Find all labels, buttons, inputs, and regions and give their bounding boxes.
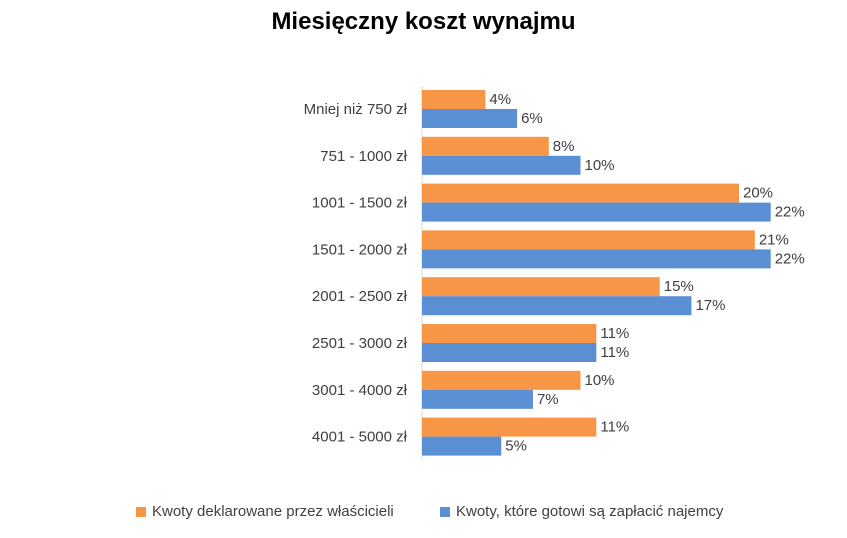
bar-owners <box>422 277 660 297</box>
data-label: 5% <box>505 438 527 455</box>
chart-legend: Kwoty deklarowane przez właścicieli Kwot… <box>0 503 847 527</box>
bar-tenants <box>422 343 597 362</box>
bar-owners <box>422 417 597 437</box>
bar-tenants <box>422 109 518 128</box>
category-label: 1501 - 2000 zł <box>312 241 408 258</box>
data-label: 11% <box>600 344 629 361</box>
data-label: 10% <box>585 157 615 174</box>
bar-owners <box>422 136 549 156</box>
bar-owners <box>422 230 755 250</box>
legend-label-tenants: Kwoty, które gotowi są zapłacić najemcy <box>456 503 724 520</box>
bar-owners <box>422 370 581 390</box>
chart-title: Miesięczny koszt wynajmu <box>271 8 576 35</box>
bar-tenants <box>422 249 771 269</box>
bar-tenants <box>422 155 581 175</box>
bar-tenants <box>422 296 692 316</box>
bar-owners <box>422 90 486 109</box>
data-label: 20% <box>743 185 773 202</box>
data-label: 4% <box>489 91 511 108</box>
data-label: 22% <box>775 204 805 221</box>
data-label: 21% <box>759 231 789 248</box>
category-label: 2501 - 3000 zł <box>312 335 408 352</box>
bar-owners <box>422 324 597 343</box>
data-label: 6% <box>521 110 543 127</box>
data-label: 17% <box>695 297 725 314</box>
data-label: 11% <box>600 325 629 342</box>
data-label: 8% <box>553 138 575 155</box>
bar-tenants <box>422 436 502 456</box>
data-label: 15% <box>664 278 694 295</box>
legend-label-owners: Kwoty deklarowane przez właścicieli <box>152 503 394 520</box>
category-label: 3001 - 4000 zł <box>312 382 408 399</box>
data-label: 22% <box>775 250 805 267</box>
legend-item-owners: Kwoty deklarowane przez właścicieli <box>136 503 394 520</box>
legend-swatch-tenants <box>440 506 450 517</box>
category-label: 4001 - 5000 zł <box>312 429 408 446</box>
legend-swatch-owners <box>136 506 146 517</box>
category-label: 1001 - 1500 zł <box>312 195 408 212</box>
legend-item-tenants: Kwoty, które gotowi są zapłacić najemcy <box>440 503 723 520</box>
data-label: 11% <box>600 419 629 436</box>
category-label: 751 - 1000 zł <box>320 148 407 165</box>
category-label: 2001 - 2500 zł <box>312 288 408 305</box>
bar-tenants <box>422 389 533 409</box>
data-label: 10% <box>585 372 615 389</box>
bar-owners <box>422 183 739 203</box>
bar-tenants <box>422 202 771 222</box>
data-label: 7% <box>537 391 559 408</box>
category-label: Mniej niż 750 zł <box>304 101 408 118</box>
